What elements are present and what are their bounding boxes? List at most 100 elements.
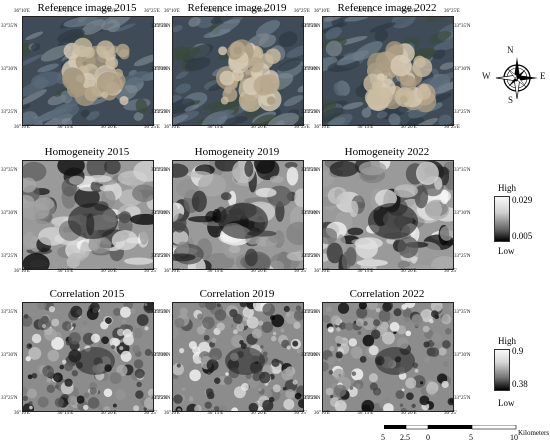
correlation-legend-colorbar	[494, 349, 510, 391]
scale-label-0: 5	[381, 433, 385, 442]
homogeneity-map-panel	[172, 160, 304, 270]
y-tick-label: 33°30'N	[154, 67, 171, 72]
y-tick-label: 33°25'N	[154, 110, 171, 115]
y-tick-label: 33°35'N	[1, 24, 18, 29]
y-tick-label: 33°25'N	[304, 396, 321, 401]
correlation-panel-title: Correlation 2022	[349, 288, 425, 300]
x-tick-label: 36°15'E	[207, 9, 224, 14]
y-tick-label: 33°30'N	[304, 353, 321, 358]
x-tick-label: 36°10'E	[14, 9, 30, 14]
y-tick-label: 33°30'N	[154, 211, 171, 216]
y-tick-label: 33°30'N	[301, 211, 318, 216]
y-tick-label: 33°30'N	[304, 67, 321, 72]
x-tick-label: 36°25'	[444, 269, 457, 274]
x-tick-label: 36°25'	[294, 269, 307, 274]
y-tick-label: 33°35'N	[301, 310, 318, 315]
x-tick-label: 36°25'	[294, 411, 307, 416]
x-tick-label: 36°20'E	[400, 269, 417, 274]
scale-label-3: 5	[469, 433, 473, 442]
x-tick-label: 36°10'E	[164, 411, 180, 416]
homogeneity-legend-high-label: High	[498, 183, 516, 193]
x-tick-label: 36°10'E	[164, 269, 180, 274]
x-tick-label: 36°15'E	[57, 125, 74, 130]
x-tick-label: 36°15'E	[357, 269, 374, 274]
reference-map-panel	[172, 16, 304, 126]
y-tick-label: 33°35'N	[151, 168, 168, 173]
x-tick-label: 36°20'E	[250, 9, 267, 14]
y-tick-label: 33°30'N	[151, 67, 168, 72]
y-tick-label: 33°35'N	[154, 24, 171, 29]
homogeneity-legend-min: 0.005	[512, 231, 533, 241]
y-tick-label: 33°35'N	[301, 168, 318, 173]
y-tick-label: 33°25'N	[151, 396, 168, 401]
y-tick-label: 33°30'N	[304, 211, 321, 216]
x-tick-label: 36°20'E	[250, 269, 267, 274]
x-tick-label: 36°25'E	[144, 125, 160, 130]
y-tick-label: 33°35'N	[154, 168, 171, 173]
correlation-panel-title: Correlation 2015	[49, 288, 125, 300]
x-tick-label: 36°15'E	[57, 411, 74, 416]
scale-label-2: 0	[426, 433, 430, 442]
x-tick-label: 36°10'E	[314, 269, 330, 274]
y-tick-label: 33°25'N	[301, 396, 318, 401]
homogeneity-legend-low-label: Low	[498, 246, 515, 256]
reference-panel-title: Reference image 2015	[37, 2, 137, 14]
scale-bar	[384, 425, 517, 430]
compass-w-label: W	[482, 71, 491, 81]
homogeneity-map-panel	[322, 160, 454, 270]
y-tick-label: 33°30'N	[1, 67, 18, 72]
y-tick-label: 33°35'N	[454, 310, 471, 315]
reference-map-panel	[322, 16, 454, 126]
y-tick-label: 33°25'N	[454, 396, 471, 401]
correlation-legend-max: 0.9	[512, 346, 524, 356]
homogeneity-panel-title: Homogeneity 2022	[344, 146, 430, 158]
y-tick-label: 33°25'N	[1, 396, 18, 401]
y-tick-label: 33°25'N	[454, 110, 471, 115]
x-tick-label: 36°10'E	[164, 125, 180, 130]
x-tick-label: 36°20'E	[250, 125, 267, 130]
x-tick-label: 36°15'E	[207, 269, 224, 274]
y-tick-label: 33°25'N	[154, 254, 171, 259]
x-tick-label: 36°10'E	[14, 269, 30, 274]
compass-s-label: S	[508, 95, 514, 105]
correlation-panel-title: Correlation 2019	[199, 288, 275, 300]
y-tick-label: 33°35'N	[304, 310, 321, 315]
north-arrow-compass-icon	[495, 57, 538, 100]
x-tick-label: 36°20'E	[100, 411, 117, 416]
x-tick-label: 36°25'E	[294, 9, 310, 14]
x-tick-label: 36°10'E	[314, 125, 330, 130]
y-tick-label: 33°25'N	[301, 254, 318, 259]
x-tick-label: 36°15'E	[357, 411, 374, 416]
x-tick-label: 36°15'E	[57, 269, 74, 274]
compass-e-label: E	[540, 71, 546, 81]
x-tick-label: 36°15'E	[57, 9, 74, 14]
scale-label-4: 10	[510, 433, 518, 442]
reference-panel-title: Reference image 2022	[337, 2, 437, 14]
x-tick-label: 36°25'	[144, 411, 157, 416]
x-tick-label: 36°25'E	[294, 125, 310, 130]
x-tick-label: 36°10'E	[164, 9, 180, 14]
y-tick-label: 33°30'N	[154, 353, 171, 358]
x-tick-label: 36°15'E	[357, 125, 374, 130]
correlation-legend-min: 0.38	[512, 379, 528, 389]
homogeneity-panel-title: Homogeneity 2015	[44, 146, 130, 158]
y-tick-label: 33°35'N	[454, 24, 471, 29]
x-tick-label: 36°20'E	[100, 269, 117, 274]
x-tick-label: 36°25'E	[444, 125, 460, 130]
y-tick-label: 33°35'N	[304, 168, 321, 173]
x-tick-label: 36°15'E	[357, 9, 374, 14]
x-tick-label: 36°20'E	[400, 9, 417, 14]
correlation-legend-low-label: Low	[498, 398, 515, 408]
homogeneity-map-panel	[22, 160, 154, 270]
y-tick-label: 33°25'N	[1, 110, 18, 115]
x-tick-label: 36°25'E	[444, 9, 460, 14]
x-tick-label: 36°25'	[144, 269, 157, 274]
y-tick-label: 33°30'N	[151, 353, 168, 358]
x-tick-label: 36°20'E	[400, 125, 417, 130]
y-tick-label: 33°30'N	[454, 67, 471, 72]
x-tick-label: 36°10'E	[14, 411, 30, 416]
x-tick-label: 36°20'E	[100, 9, 117, 14]
y-tick-label: 33°30'N	[301, 353, 318, 358]
scale-label-1: 2.5	[400, 433, 410, 442]
y-tick-label: 33°35'N	[454, 168, 471, 173]
